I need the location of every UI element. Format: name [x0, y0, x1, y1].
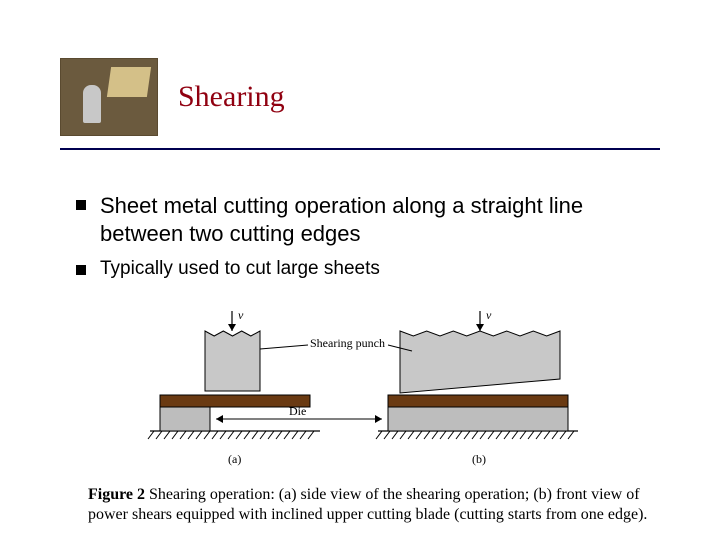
svg-text:v: v	[486, 308, 492, 322]
bullet-icon	[76, 265, 86, 275]
svg-text:(b): (b)	[472, 452, 486, 466]
slide-header: Shearing	[0, 0, 720, 168]
svg-text:Shearing punch: Shearing punch	[310, 336, 385, 350]
slide-title: Shearing	[178, 80, 285, 114]
svg-text:(a): (a)	[228, 452, 241, 466]
list-item: Sheet metal cutting operation along a st…	[76, 192, 660, 247]
bullet-list: Sheet metal cutting operation along a st…	[0, 168, 720, 301]
header-content: Shearing	[60, 58, 720, 136]
caption-lead: Figure 2	[88, 486, 145, 503]
machining-photo-icon	[60, 58, 158, 136]
bullet-icon	[76, 200, 86, 210]
shearing-diagram: v v Shearing punch Die (a) (b)	[120, 303, 600, 473]
figure: v v Shearing punch Die (a) (b)	[0, 303, 720, 473]
figure-caption: Figure 2 Shearing operation: (a) side vi…	[0, 473, 720, 525]
bullet-text: Typically used to cut large sheets	[100, 257, 380, 281]
header-divider	[60, 148, 660, 150]
svg-text:Die: Die	[289, 404, 306, 418]
list-item: Typically used to cut large sheets	[76, 257, 660, 281]
svg-text:v: v	[238, 308, 244, 322]
caption-text: Shearing operation: (a) side view of the…	[88, 486, 647, 523]
bullet-text: Sheet metal cutting operation along a st…	[100, 192, 660, 247]
